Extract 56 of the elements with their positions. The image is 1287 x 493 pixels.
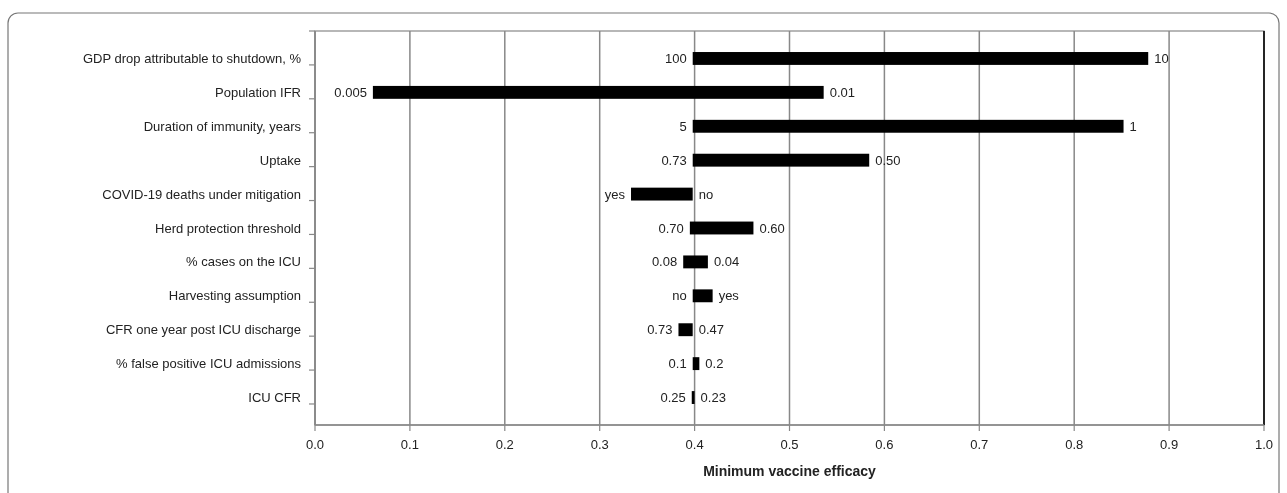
annotation: 0.08: [651, 254, 678, 270]
y-tick-label: COVID-19 deaths under mitigation: [102, 186, 301, 202]
bar: [692, 153, 870, 167]
bar: [372, 85, 824, 99]
bar: [692, 289, 713, 303]
annotation: 0.01: [829, 84, 855, 100]
y-tick-label: Duration of immunity, years: [143, 118, 302, 134]
bar: [683, 255, 708, 269]
y-tick-label: Population IFR: [215, 84, 301, 100]
y-tick-label: CFR one year post ICU discharge: [105, 322, 301, 338]
annotation: 10: [1154, 51, 1169, 67]
y-tick-label: ICU CFR: [248, 390, 301, 406]
annotation: 0.04: [713, 254, 740, 270]
annotation: 100: [665, 51, 687, 67]
x-tick-label: 0.2: [495, 437, 514, 452]
annotation: no: [698, 186, 714, 202]
annotation: 0.23: [700, 390, 726, 406]
bar: [631, 187, 693, 201]
bar: [691, 391, 695, 404]
annotation: 0.47: [698, 322, 725, 338]
x-tick-label: 0.0: [305, 437, 325, 452]
annotation: 5: [679, 118, 687, 134]
x-tick-label: 0.9: [1160, 437, 1179, 452]
y-tick-label: % false positive ICU admissions: [116, 356, 302, 372]
x-tick-label: 0.1: [400, 437, 419, 452]
annotation: no: [672, 288, 687, 304]
annotation: 0.25: [660, 390, 686, 406]
annotation: 0.73: [647, 322, 673, 338]
annotation: yes: [604, 186, 626, 202]
x-tick-label: 0.6: [875, 437, 894, 452]
annotation: 0.2: [705, 356, 724, 372]
annotation: 0.1: [668, 356, 687, 372]
annotation: 0.60: [759, 220, 785, 236]
bar: [678, 323, 693, 337]
bar: [689, 221, 754, 235]
y-tick-label: Harvesting assumption: [168, 288, 301, 304]
annotation: yes: [718, 288, 740, 304]
bar: [692, 357, 700, 371]
annotation: 0.70: [658, 220, 684, 236]
y-tick-label: % cases on the ICU: [186, 254, 301, 270]
x-tick-label: 1.0: [1254, 437, 1274, 452]
annotation: 1: [1129, 118, 1137, 134]
annotation: 0.50: [875, 152, 901, 168]
bar: [692, 119, 1124, 133]
y-tick-label: GDP drop attributable to shutdown, %: [83, 51, 302, 67]
x-tick-label: 0.8: [1065, 437, 1084, 452]
y-tick-label: Uptake: [259, 152, 301, 168]
x-tick-label: 0.7: [970, 437, 989, 452]
annotation: 0.73: [661, 152, 687, 168]
x-tick-label: 0.3: [590, 437, 609, 452]
annotation: 0.005: [334, 84, 367, 100]
y-tick-label: Herd protection threshold: [155, 220, 301, 236]
x-tick-label: 0.4: [685, 437, 704, 452]
x-axis-title: Minimum vaccine efficacy: [703, 463, 877, 479]
bar: [692, 52, 1149, 65]
x-tick-label: 0.5: [780, 437, 799, 452]
